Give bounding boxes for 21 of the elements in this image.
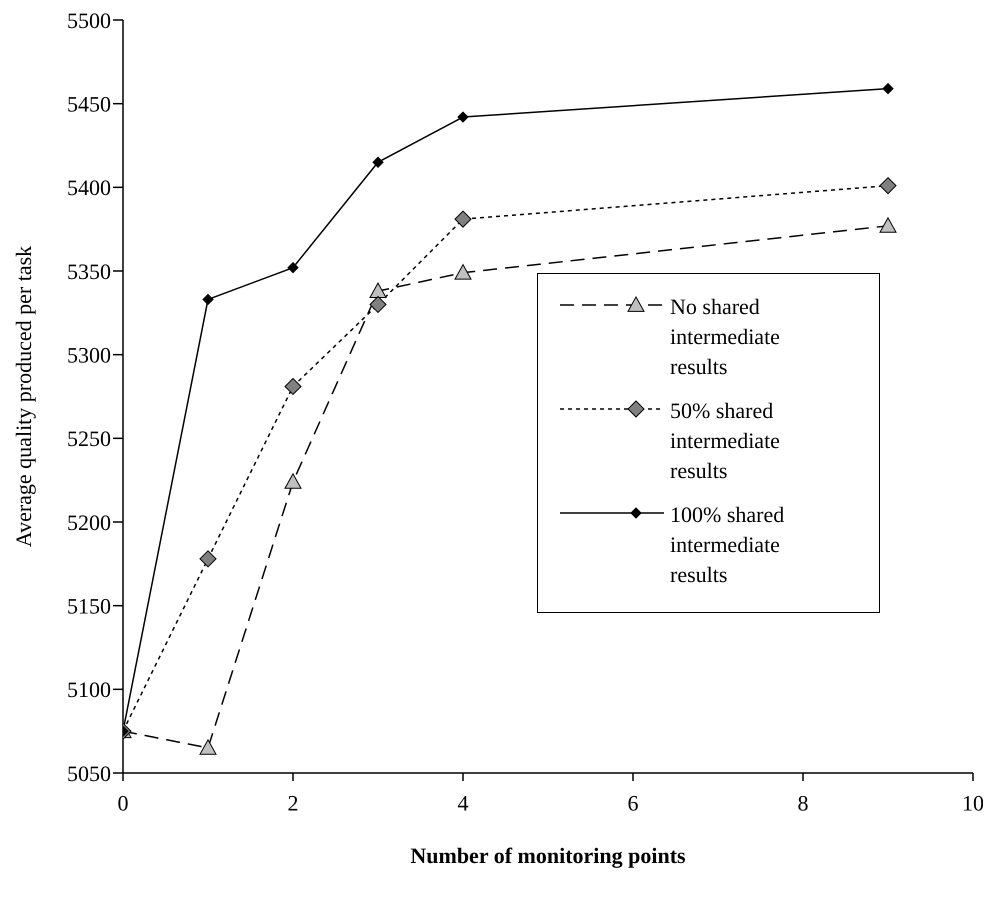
x-tick-label: 6 — [628, 790, 638, 816]
y-tick-label: 5400 — [67, 175, 111, 200]
y-tick-label: 5350 — [67, 258, 111, 284]
y-tick-label: 5100 — [67, 677, 111, 702]
y-tick-label: 5250 — [67, 426, 111, 452]
y-axis-title: Average quality produced per task — [10, 246, 36, 548]
legend-label: 100% shared intermediate results — [670, 501, 786, 589]
y-tick-label: 5300 — [67, 342, 111, 368]
x-axis-title: Number of monitoring points — [410, 843, 686, 868]
y-tick-label: 5050 — [67, 760, 111, 786]
x-tick-label: 4 — [458, 790, 468, 816]
x-tick-label: 10 — [962, 790, 984, 816]
y-tick-label: 5450 — [67, 91, 111, 116]
y-tick-label: 5150 — [67, 593, 111, 618]
y-tick-label: 5200 — [67, 510, 111, 535]
x-tick-label: 8 — [798, 790, 808, 816]
legend-label: No shared intermediate results — [670, 293, 781, 381]
legend-label: 50% shared intermediate results — [670, 397, 781, 485]
x-tick-label: 0 — [118, 790, 128, 816]
x-tick-label: 2 — [288, 790, 298, 816]
y-tick-label: 5500 — [67, 8, 111, 33]
